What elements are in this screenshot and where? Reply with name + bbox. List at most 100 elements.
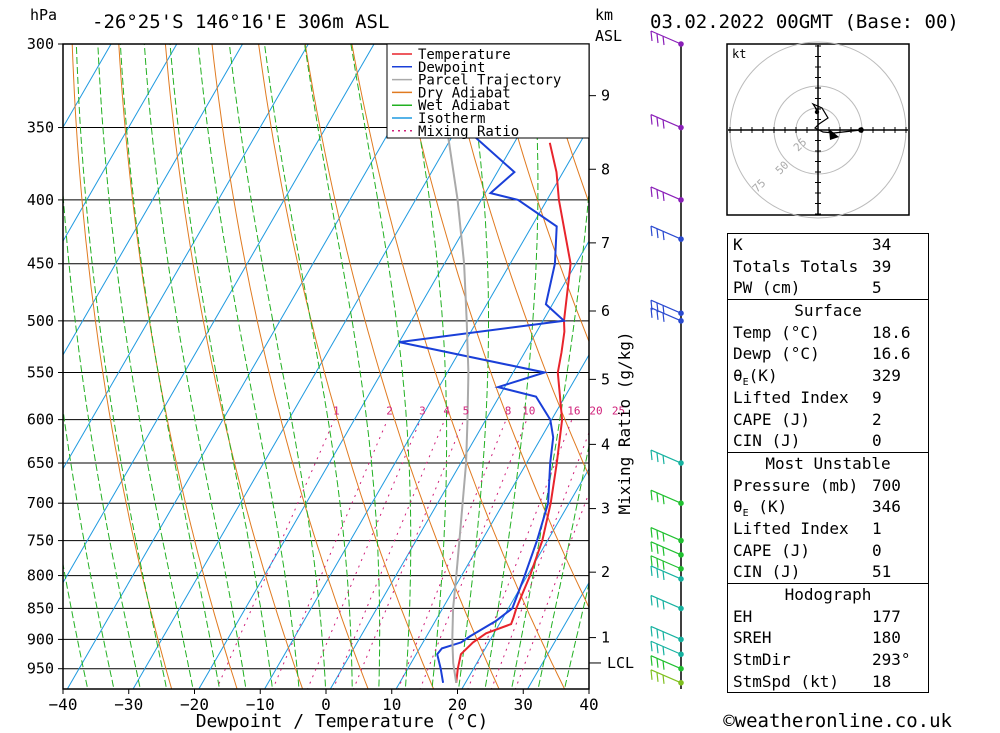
totals-row: Totals Totals 39 <box>728 256 928 278</box>
k-index-row: K 34 <box>728 234 928 256</box>
x-tick-label: −30 <box>114 695 143 714</box>
wind-barb <box>650 555 682 570</box>
surface-dewp-label: Dewp (°C) <box>733 344 820 364</box>
most-unstable-title: Most Unstable <box>765 453 891 473</box>
isotherm-line <box>63 44 112 129</box>
mu-pressure-value: 700 <box>872 475 901 495</box>
pw-row: PW (cm) 5 <box>728 277 928 299</box>
mixing-ratio-label: 8 <box>505 405 512 418</box>
surface-li-label: Lifted Index <box>733 387 849 407</box>
series-parcel-trajectory <box>428 44 470 683</box>
km-tick-label: 6 <box>601 302 610 320</box>
hodograph-unit: kt <box>732 47 746 61</box>
isotherm-line <box>63 44 375 584</box>
surface-temp-label: Temp (°C) <box>733 322 820 342</box>
wind-barb <box>650 527 682 542</box>
surface-dewp-row: Dewp (°C) 16.6 <box>728 343 928 365</box>
wind-barb <box>650 541 682 556</box>
surface-temp-value: 18.6 <box>872 322 911 342</box>
mu-pressure-row: Pressure (mb) 700 <box>728 475 928 497</box>
p-tick-label: 350 <box>27 119 54 137</box>
dry-adiabat-line <box>164 44 304 689</box>
wet-adiabat-line <box>197 44 300 689</box>
storm-motion-marker <box>829 129 839 140</box>
legend-label: Dewpoint <box>418 60 485 76</box>
indices-panel: K 34 Totals Totals 39 PW (cm) 5 Surface Tem… <box>727 233 929 694</box>
dry-adiabat-line <box>995 26 1000 697</box>
x-tick-label: −40 <box>49 695 78 714</box>
mu-cape-value: 0 <box>872 540 882 560</box>
wind-barb <box>650 565 682 581</box>
km-tick-label: 4 <box>601 435 610 453</box>
x-tick-label: −10 <box>246 695 275 714</box>
isotherm-line <box>198 44 572 689</box>
mu-li-value: 1 <box>872 518 882 538</box>
mixing-ratio-label: 20 <box>589 405 602 418</box>
surface-cin-label: CIN (J) <box>733 431 801 451</box>
p-tick-label: 800 <box>27 567 54 585</box>
wet-adiabat-line <box>563 581 589 689</box>
mixing-ratio-line <box>307 419 421 689</box>
mixing-ratio-label: 2 <box>386 405 393 418</box>
k-index-label: K <box>733 235 743 254</box>
wet-adiabat-line <box>263 44 353 689</box>
km-tick-label: 2 <box>601 563 610 581</box>
surface-li-row: Lifted Index 9 <box>728 387 928 409</box>
legend-label: Parcel Trajectory <box>418 73 561 89</box>
hpa-unit-label: hPa <box>30 6 57 24</box>
wet-adiabat-line <box>119 44 221 689</box>
wet-adiabat-line <box>484 44 539 689</box>
mixing-ratio-label: 3 <box>419 405 426 418</box>
wind-barb-dot <box>678 500 684 506</box>
isotherm-line <box>63 44 243 356</box>
sreh-value: 180 <box>872 628 901 648</box>
k-index-value: 34 <box>872 235 892 254</box>
mu-cin-label: CIN (J) <box>733 562 801 582</box>
mixing-ratio-line <box>332 419 446 689</box>
mixing-ratio-line <box>514 491 589 689</box>
surface-theta-row: θE(K) 329 <box>728 365 928 389</box>
mixing-ratio-line <box>419 419 528 689</box>
dry-adiabat-line <box>258 44 435 689</box>
legend-label: Mixing Ratio <box>418 124 519 140</box>
wind-barb <box>650 669 682 684</box>
surface-dewp-value: 16.6 <box>872 344 911 364</box>
surface-theta-label: θE(K) <box>733 366 778 389</box>
wind-barb <box>650 489 682 505</box>
eh-row: EH 177 <box>728 606 928 628</box>
dry-adiabat-line <box>491 44 589 343</box>
dry-adiabat-line <box>211 44 369 689</box>
series-temperature <box>455 142 572 683</box>
legend-label: Wet Adiabat <box>418 98 511 114</box>
mixing-ratio-line <box>216 419 335 689</box>
wind-barb <box>650 594 682 610</box>
surface-cape-value: 2 <box>872 409 882 429</box>
mu-cin-value: 51 <box>872 562 892 582</box>
mixing-ratio-label: 1 <box>333 405 340 418</box>
series-dewpoint <box>398 44 567 683</box>
sreh-row: SREH 180 <box>728 627 928 649</box>
mu-theta-label: θE (K) <box>733 497 788 520</box>
mixing-ratio-axis-label: Mixing Ratio (g/kg) <box>615 331 634 514</box>
dry-adiabat-line <box>71 44 173 689</box>
km-tick-label: 1 <box>601 629 610 647</box>
eh-label: EH <box>733 606 753 626</box>
legend-label: Dry Adiabat <box>418 85 511 101</box>
mu-li-label: Lifted Index <box>733 518 849 538</box>
wet-adiabat-line <box>63 406 115 689</box>
mixing-ratio-label: 25 <box>612 405 625 418</box>
dry-adiabat-line <box>118 44 238 689</box>
mixing-ratio-label: 16 <box>567 405 580 418</box>
footer-credit: ©weatheronline.co.uk <box>723 710 952 732</box>
isotherm-line <box>66 44 441 689</box>
mixing-ratio-line <box>353 419 465 689</box>
location-title: -26°25'S 146°16'E 306m ASL <box>92 11 389 33</box>
wet-adiabat-line <box>97 44 194 689</box>
mu-cape-label: CAPE (J) <box>733 540 811 560</box>
wet-adiabat-line <box>228 44 327 689</box>
isotherm-line <box>63 44 178 243</box>
surface-title: Surface <box>794 301 862 321</box>
dry-adiabat-line <box>949 26 1000 697</box>
p-tick-label: 450 <box>27 255 54 273</box>
